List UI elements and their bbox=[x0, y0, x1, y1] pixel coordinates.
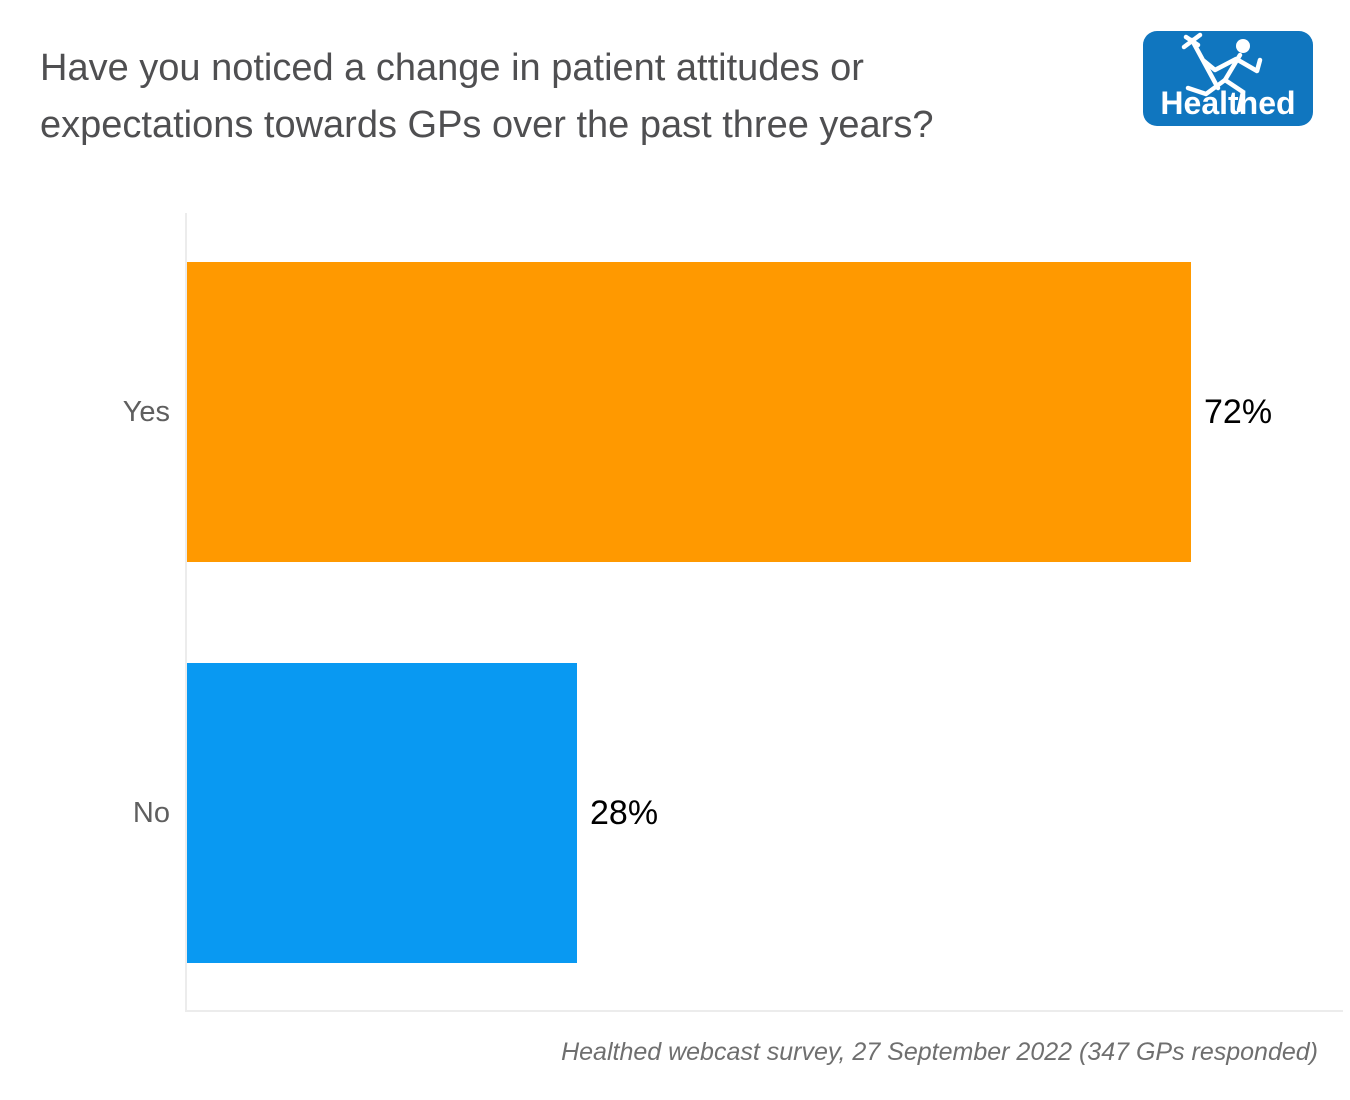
category-label-yes: Yes bbox=[122, 395, 170, 428]
bar-row-yes: 72% bbox=[187, 262, 1272, 562]
page-title: Have you noticed a change in patient att… bbox=[40, 40, 1080, 154]
value-label-no: 28% bbox=[590, 793, 659, 832]
hermes-runner-icon bbox=[1181, 32, 1263, 113]
plot-area bbox=[185, 213, 1343, 1012]
healthed-logo-graphic: Healthed bbox=[1143, 31, 1313, 126]
bar-row-no: 28% bbox=[187, 663, 658, 963]
bar-no bbox=[187, 663, 577, 963]
value-label-yes: 72% bbox=[1204, 392, 1273, 431]
source-note: Healthed webcast survey, 27 September 20… bbox=[561, 1038, 1318, 1066]
bar-yes bbox=[187, 262, 1191, 562]
category-label-no: No bbox=[132, 796, 170, 829]
logo-wordmark: Healthed bbox=[1160, 85, 1295, 121]
page-title-line-1: Have you noticed a change in patient att… bbox=[40, 47, 864, 89]
page-title-line-2: expectations towards GPs over the past t… bbox=[40, 104, 934, 146]
healthed-logo: Healthed bbox=[1142, 30, 1314, 127]
